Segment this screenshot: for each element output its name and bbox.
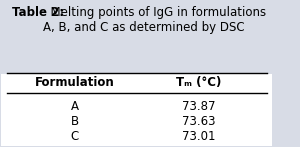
Text: Tₘ (°C): Tₘ (°C) bbox=[176, 76, 222, 89]
Text: 73.63: 73.63 bbox=[182, 115, 216, 128]
Text: C: C bbox=[70, 130, 79, 143]
Text: A: A bbox=[70, 100, 78, 113]
Text: 73.01: 73.01 bbox=[182, 130, 216, 143]
Text: Melting points of IgG in formulations
A, B, and C as determined by DSC: Melting points of IgG in formulations A,… bbox=[43, 6, 266, 34]
Text: Table 2:: Table 2: bbox=[12, 6, 64, 19]
Text: Formulation: Formulation bbox=[34, 76, 114, 89]
Text: B: B bbox=[70, 115, 79, 128]
FancyBboxPatch shape bbox=[2, 74, 272, 146]
Text: 73.87: 73.87 bbox=[182, 100, 216, 113]
